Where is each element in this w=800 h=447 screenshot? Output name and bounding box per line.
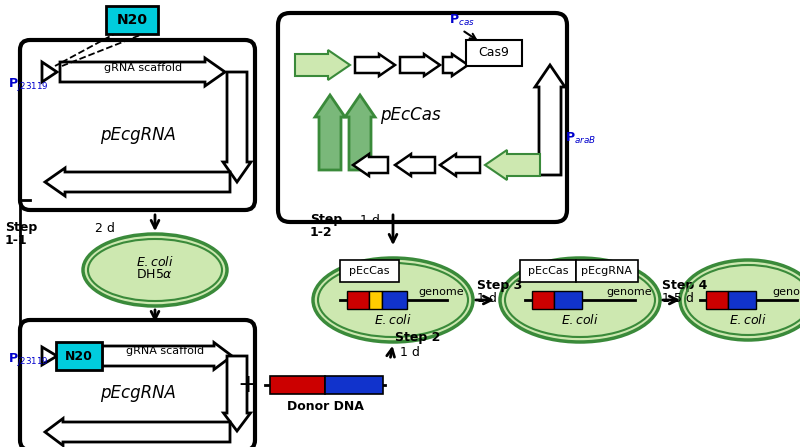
Polygon shape [42,62,57,82]
Bar [369,291,382,309]
Text: 1.5 d: 1.5 d [662,291,694,304]
Text: Step 2: Step 2 [395,332,440,345]
FancyArrow shape [355,54,395,76]
Text: $\mathbf{P}_{j23119}$: $\mathbf{P}_{j23119}$ [8,76,49,93]
Text: +: + [238,373,258,397]
Text: 1 d: 1 d [400,346,420,358]
Text: $\it{E. coli}$: $\it{E. coli}$ [729,313,767,327]
FancyBboxPatch shape [466,40,522,66]
Text: genome: genome [418,287,464,297]
FancyArrow shape [485,150,540,180]
Text: 1 d: 1 d [477,291,497,304]
Text: gRNA scaffold: gRNA scaffold [126,346,204,356]
Text: 2 d: 2 d [95,222,115,235]
FancyBboxPatch shape [56,342,102,370]
FancyBboxPatch shape [576,260,638,282]
FancyArrow shape [440,154,480,176]
FancyArrow shape [395,154,435,176]
FancyArrow shape [45,168,230,196]
Bar [270,376,325,394]
Ellipse shape [680,260,800,340]
Text: N20: N20 [65,350,93,363]
Text: DH5$\alpha$: DH5$\alpha$ [137,269,174,282]
Text: 1-1: 1-1 [5,233,28,246]
Text: Step 3: Step 3 [477,278,522,291]
Text: Donor DNA: Donor DNA [286,401,363,413]
Bar [554,291,582,309]
Text: genome: genome [772,287,800,297]
FancyBboxPatch shape [20,40,255,210]
FancyBboxPatch shape [340,260,399,282]
FancyArrow shape [400,54,440,76]
Text: Step: Step [310,214,342,227]
Bar [325,376,383,394]
Text: pEcCas: pEcCas [380,106,440,124]
FancyArrow shape [223,356,250,431]
Text: Step: Step [5,222,38,235]
FancyBboxPatch shape [520,260,576,282]
Text: genome: genome [606,287,652,297]
Text: $\mathbf{P}_{j23119}$: $\mathbf{P}_{j23119}$ [8,351,49,368]
Text: pEcgRNA: pEcgRNA [99,384,175,402]
Text: pEcgRNA: pEcgRNA [582,266,633,276]
FancyArrow shape [353,154,388,176]
Text: pEcCas: pEcCas [349,266,390,276]
Ellipse shape [83,234,227,306]
Bar [706,291,728,309]
Text: pEcCas: pEcCas [528,266,568,276]
FancyBboxPatch shape [106,6,158,34]
Text: Cas9: Cas9 [478,46,510,59]
FancyArrow shape [45,418,230,446]
Ellipse shape [500,258,660,342]
FancyArrow shape [315,95,345,170]
FancyArrow shape [102,342,232,370]
Text: 1 d: 1 d [360,214,380,227]
Text: pEcgRNA: pEcgRNA [99,126,175,144]
FancyArrow shape [535,65,565,175]
FancyArrow shape [443,54,468,76]
Text: $\it{E. coli}$: $\it{E. coli}$ [561,313,599,327]
FancyArrow shape [60,58,225,86]
Text: gRNA scaffold: gRNA scaffold [104,63,182,73]
Text: $\it{E. coli}$: $\it{E. coli}$ [374,313,412,327]
Polygon shape [42,347,57,365]
FancyBboxPatch shape [20,320,255,447]
Bar [382,291,407,309]
FancyArrow shape [295,50,350,80]
Text: $\mathbf{P}_{cas}$: $\mathbf{P}_{cas}$ [449,13,475,28]
Bar [347,291,369,309]
FancyBboxPatch shape [278,13,567,222]
Bar [532,291,554,309]
Text: 1-2: 1-2 [310,225,333,239]
Ellipse shape [313,258,473,342]
FancyArrow shape [345,95,375,170]
Text: Step 4: Step 4 [662,278,707,291]
Text: $\mathbf{P}_{araB}$: $\mathbf{P}_{araB}$ [565,131,596,146]
Text: N20: N20 [117,13,147,27]
Text: $\it{E. coli}$: $\it{E. coli}$ [136,255,174,269]
FancyArrow shape [223,72,251,182]
Bar [728,291,756,309]
